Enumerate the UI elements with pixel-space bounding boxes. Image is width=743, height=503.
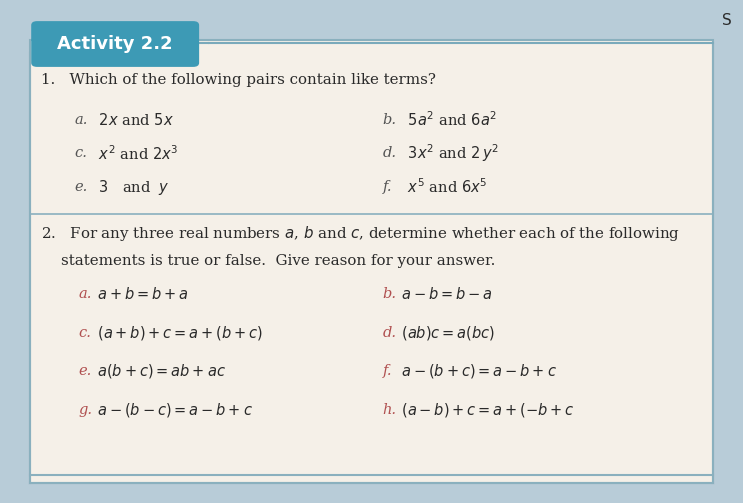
Text: $a - (b + c) = a - b + c$: $a - (b + c) = a - b + c$ (392, 362, 557, 380)
Text: $a - b = b - a$: $a - b = b - a$ (392, 286, 493, 302)
Text: e.: e. (78, 364, 91, 378)
Text: $5a^2$ and $6a^2$: $5a^2$ and $6a^2$ (394, 110, 497, 129)
Text: $3x^2$ and $2\,y^2$: $3x^2$ and $2\,y^2$ (394, 142, 499, 164)
Text: d.: d. (383, 146, 397, 160)
Text: f.: f. (383, 364, 392, 378)
Text: statements is true or false.  Give reason for your answer.: statements is true or false. Give reason… (61, 254, 496, 268)
Text: b.: b. (383, 113, 397, 127)
Text: S: S (722, 13, 732, 28)
Text: $a - (b - c) = a - b + c$: $a - (b - c) = a - b + c$ (88, 401, 253, 419)
Text: $(a + b) + c = a + (b + c)$: $(a + b) + c = a + (b + c)$ (88, 324, 263, 342)
Text: $x^5$ and $6x^5$: $x^5$ and $6x^5$ (394, 178, 487, 197)
Text: $a + b = b + a$: $a + b = b + a$ (88, 286, 189, 302)
FancyBboxPatch shape (30, 40, 713, 483)
Text: e.: e. (74, 180, 88, 194)
Text: $(a - b) + c = a + (-b + c$: $(a - b) + c = a + (-b + c$ (392, 401, 575, 419)
Text: a.: a. (74, 113, 88, 127)
Text: 2.   For any three real numbers $a$, $b$ and $c$, determine whether each of the : 2. For any three real numbers $a$, $b$ a… (41, 224, 680, 243)
FancyBboxPatch shape (31, 21, 199, 67)
Text: c.: c. (78, 326, 91, 340)
Text: d.: d. (383, 326, 397, 340)
Text: $3$   and  $y$: $3$ and $y$ (85, 178, 170, 197)
Text: c.: c. (74, 146, 87, 160)
Text: $(ab)c = a(bc)$: $(ab)c = a(bc)$ (392, 324, 496, 342)
Text: h.: h. (383, 403, 397, 417)
Text: f.: f. (383, 180, 392, 194)
Text: $2x$ and $5x$: $2x$ and $5x$ (85, 112, 175, 128)
Text: $a(b + c) = ab + ac$: $a(b + c) = ab + ac$ (88, 362, 226, 380)
Text: a.: a. (78, 287, 91, 301)
Text: 1.   Which of the following pairs contain like terms?: 1. Which of the following pairs contain … (41, 73, 435, 88)
Text: g.: g. (78, 403, 92, 417)
Text: b.: b. (383, 287, 397, 301)
Text: $x^2$ and $2x^3$: $x^2$ and $2x^3$ (85, 144, 179, 163)
Text: Activity 2.2: Activity 2.2 (57, 35, 173, 53)
